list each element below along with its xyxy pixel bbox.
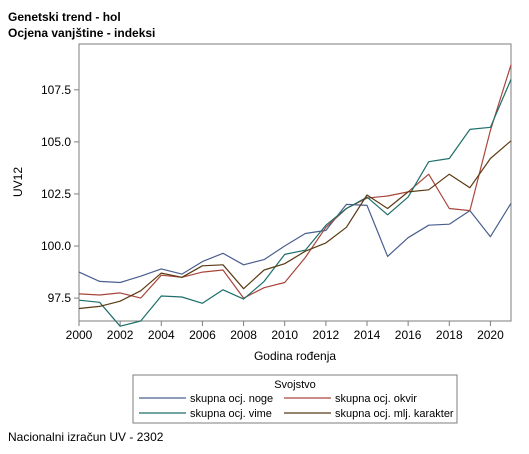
legend: Svojstvo skupna ocj. noge skupna ocj. okv… — [132, 374, 458, 424]
x-tick-label: 2006 — [189, 328, 216, 342]
x-axis: 2000 2002 2004 2006 2008 2010 2012 2014 2016 2018… — [66, 321, 504, 342]
x-tick-label: 2012 — [313, 328, 340, 342]
legend-title: Svojstvo — [274, 379, 316, 391]
x-tick-label: 2020 — [477, 328, 504, 342]
chart-title: Genetski trend - hol — [8, 10, 121, 24]
legend-label: skupna ocj. mlj. karakter — [335, 408, 454, 420]
x-tick-label: 2010 — [271, 328, 298, 342]
x-tick-label: 2016 — [395, 328, 422, 342]
legend-label: skupna ocj. vime — [190, 408, 272, 420]
x-tick-label: 2002 — [107, 328, 134, 342]
y-tick-label: 102.5 — [41, 187, 71, 201]
legend-box — [132, 374, 458, 424]
legend-label: skupna ocj. noge — [190, 393, 273, 405]
y-tick-label: 100.0 — [41, 239, 71, 253]
chart-subtitle: Ocjena vanjštine - indeksi — [8, 26, 156, 40]
x-tick-label: 2014 — [354, 328, 381, 342]
plot-frame — [78, 43, 512, 322]
y-tick-label: 107.5 — [41, 83, 71, 97]
x-tick-label: 2018 — [436, 328, 463, 342]
x-tick-label: 2000 — [66, 328, 93, 342]
series-line-3 — [78, 79, 512, 327]
x-tick-label: 2008 — [230, 328, 257, 342]
legend-label: skupna ocj. okvir — [335, 393, 417, 405]
footer-note: Nacionalni izračun UV - 2302 — [8, 430, 164, 444]
x-tick-label: 2004 — [148, 328, 175, 342]
series-line-2 — [78, 64, 512, 299]
title-block: Genetski trend - hol Ocjena vanjštine - … — [8, 9, 155, 41]
y-axis: 97.5 100.0 102.5 105.0 107.5 — [41, 83, 79, 305]
y-tick-label: 97.5 — [48, 291, 72, 305]
series-line-1 — [78, 202, 512, 284]
legend-entries: skupna ocj. noge skupna ocj. okvir skupna … — [139, 393, 454, 420]
y-tick-label: 105.0 — [41, 135, 71, 149]
series-lines — [78, 64, 512, 327]
x-axis-label: Godina rođenja — [254, 349, 336, 363]
series-line-4 — [78, 140, 512, 310]
y-axis-label: UV12 — [11, 167, 25, 197]
